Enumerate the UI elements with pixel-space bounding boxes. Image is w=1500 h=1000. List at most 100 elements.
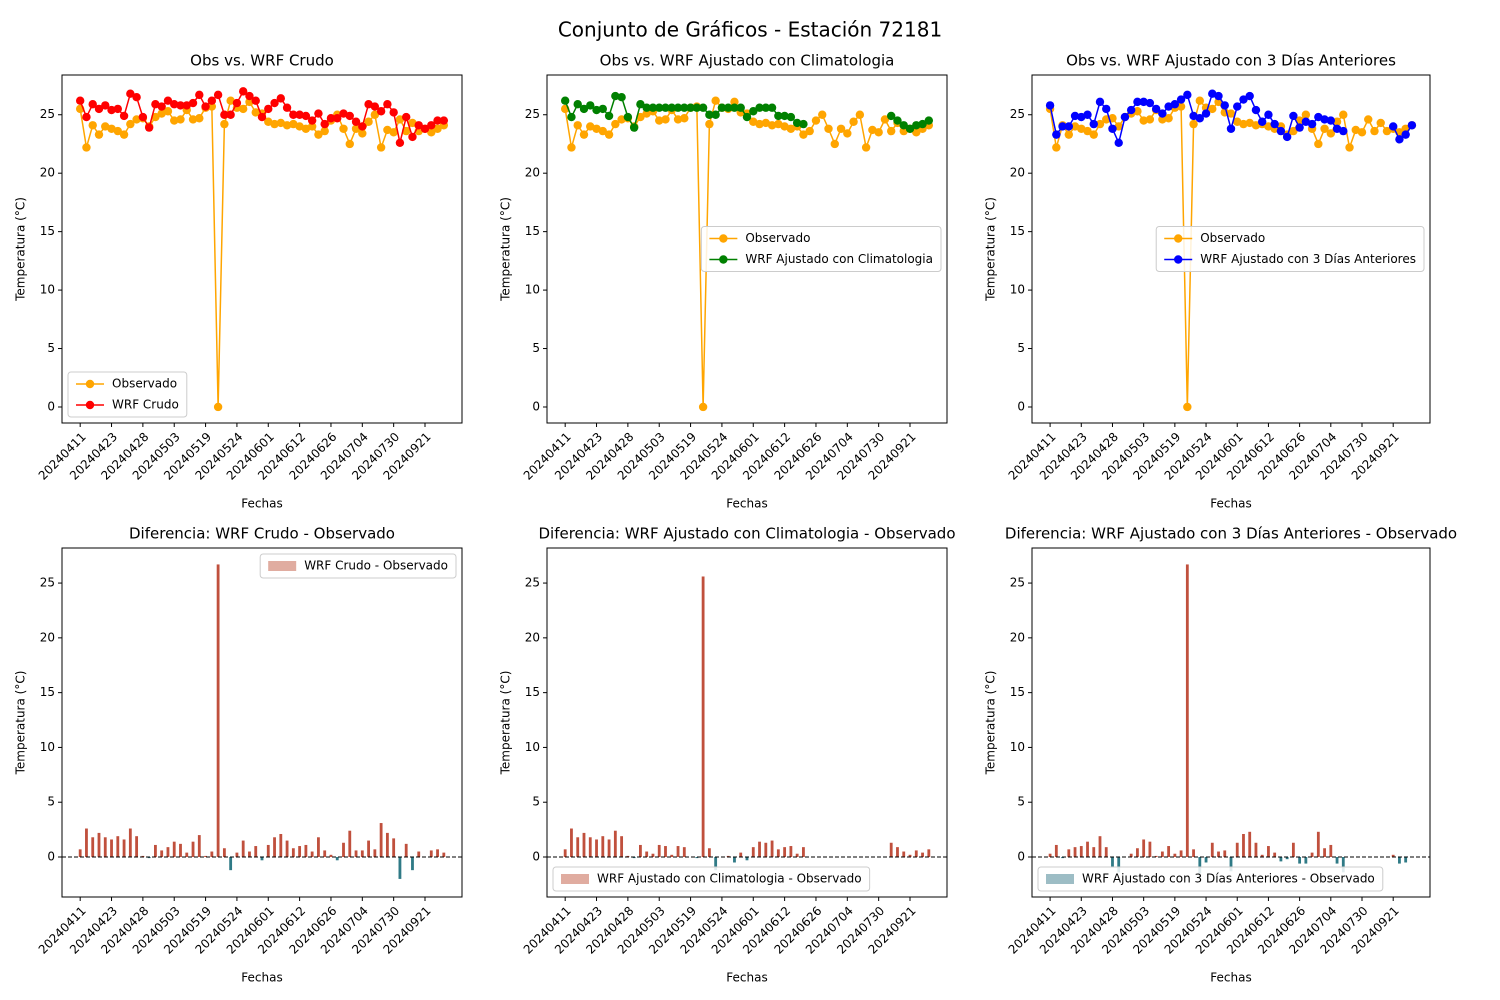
series-marker [1108, 124, 1117, 133]
y-axis-label: Temperatura (°C) [499, 197, 513, 302]
series-marker [1201, 109, 1211, 118]
series-marker [88, 121, 97, 130]
series-marker [339, 124, 348, 133]
series-marker [433, 124, 442, 133]
x-axis-label: Fechas [241, 497, 282, 511]
bar [902, 851, 906, 858]
series-marker [314, 109, 323, 118]
series-marker [1339, 126, 1348, 136]
bar [1254, 842, 1258, 858]
bar [97, 832, 101, 858]
series-marker [1189, 119, 1198, 129]
series-marker [345, 111, 354, 121]
series-marker [1183, 90, 1192, 100]
bar [172, 841, 176, 858]
series-marker [113, 126, 122, 136]
bar [254, 846, 258, 858]
y-axis-label: Temperatura (°C) [984, 671, 998, 776]
bar [1267, 846, 1270, 858]
series-marker [1058, 122, 1067, 131]
bar [563, 849, 567, 858]
series-marker [1158, 115, 1167, 124]
series-marker [1307, 119, 1317, 129]
bar [1154, 855, 1158, 858]
series-marker [711, 96, 720, 105]
series-marker [1276, 126, 1286, 136]
bar [110, 839, 113, 858]
series-marker [1095, 119, 1105, 129]
series-marker [107, 105, 116, 115]
y-tick-label: 15 [525, 685, 540, 699]
y-tick-label: 0 [1017, 850, 1025, 864]
series-marker [655, 116, 664, 125]
axes-frame [1031, 547, 1431, 898]
y-tick-label: 25 [1010, 576, 1025, 590]
series-marker [232, 98, 242, 108]
bar [1192, 849, 1195, 858]
series-marker [799, 130, 808, 139]
legend-marker [719, 234, 728, 243]
series-marker [887, 111, 896, 121]
legend-label: WRF Ajustado con Climatologia - Observad… [597, 872, 862, 886]
series-marker [113, 104, 122, 114]
y-tick-label: 10 [1010, 283, 1025, 297]
series-marker [427, 128, 436, 137]
plot-area [1032, 548, 1430, 897]
series-marker [163, 96, 173, 105]
legend-marker [85, 400, 95, 410]
bar [921, 852, 924, 858]
y-tick-label: 25 [525, 107, 540, 121]
bar [714, 857, 718, 871]
y-tick-label: 10 [40, 740, 55, 754]
series-marker [1251, 105, 1261, 115]
y-tick-label: 0 [532, 850, 540, 864]
series-marker [579, 130, 589, 139]
series-marker [126, 119, 135, 129]
series-marker [314, 130, 323, 139]
x-axis-label: Fechas [726, 971, 767, 985]
subplot-title: Diferencia: WRF Crudo - Observado [129, 525, 395, 543]
series-marker [1245, 91, 1254, 101]
y-tick-label: 25 [40, 107, 55, 121]
series-marker [245, 91, 254, 101]
bar [411, 857, 414, 871]
series-marker [88, 100, 97, 109]
series-marker [673, 103, 683, 112]
series-marker [289, 110, 298, 119]
series-marker [1139, 97, 1148, 107]
series-marker [755, 103, 764, 112]
legend-swatch [1046, 874, 1074, 884]
y-axis-label: Temperatura (°C) [499, 671, 513, 776]
bar [210, 851, 214, 858]
bar [204, 855, 207, 858]
bar [889, 842, 893, 858]
bar [1160, 851, 1164, 858]
series-marker [257, 112, 267, 122]
series-marker [119, 130, 129, 139]
series-marker [1151, 104, 1161, 114]
series-marker [661, 115, 670, 124]
y-axis-label: Temperatura (°C) [14, 671, 28, 776]
y-tick-label: 25 [1010, 107, 1025, 121]
y-tick-label: 20 [525, 630, 540, 644]
bar [235, 852, 239, 858]
series-marker [188, 98, 198, 108]
bar [1217, 851, 1220, 858]
bar [1223, 850, 1227, 858]
y-tick-label: 5 [47, 341, 55, 355]
bar [160, 850, 164, 858]
subplot: Obs vs. WRF Ajustado con 3 Días Anterior… [984, 52, 1431, 511]
series-marker [604, 130, 614, 139]
y-tick-label: 10 [1010, 740, 1025, 754]
series-marker [213, 402, 223, 412]
series-marker [905, 124, 915, 133]
bar [733, 857, 736, 863]
series-marker [82, 112, 91, 122]
series-marker [799, 119, 808, 129]
bar [154, 844, 157, 858]
series-marker [567, 112, 576, 122]
bar [285, 840, 289, 858]
series-marker [560, 96, 570, 105]
bar [670, 854, 674, 858]
series-marker [1339, 110, 1348, 119]
